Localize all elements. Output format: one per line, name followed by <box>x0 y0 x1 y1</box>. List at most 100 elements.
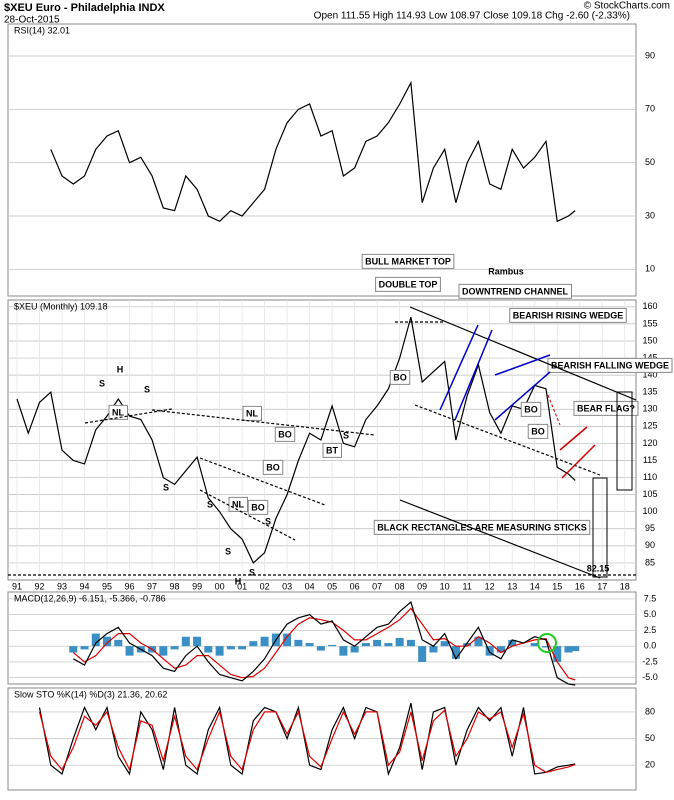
measuring-stick <box>616 391 633 491</box>
quote: Open 111.55 High 114.93 Low 108.97 Close… <box>314 11 630 22</box>
histogram-bar <box>294 639 303 647</box>
y-tick-label: 130 <box>642 404 657 414</box>
flag-line <box>561 444 596 479</box>
x-tick-label: 14 <box>530 581 540 591</box>
y-tick-label: 95 <box>645 523 655 533</box>
annotation-box <box>274 426 296 442</box>
annotation: BO <box>524 404 538 414</box>
histogram-bar <box>395 638 404 647</box>
channel-bottom <box>414 404 601 476</box>
annotation: BO <box>531 426 545 436</box>
y-tick-label: -2.5 <box>642 656 658 666</box>
annotation: H <box>235 576 242 586</box>
annotation: S <box>249 567 255 577</box>
annotation: Rambus <box>488 266 524 276</box>
y-tick-label: 50 <box>645 157 655 167</box>
annotation: DOWNTREND CHANNEL <box>462 286 568 296</box>
x-tick-label: 99 <box>192 581 202 591</box>
y-tick-label: 155 <box>642 318 657 328</box>
annotation: NL <box>112 407 124 417</box>
measuring-stick <box>592 477 608 578</box>
annotation: S <box>144 384 150 394</box>
histogram-bar <box>564 646 573 653</box>
annotation-box <box>361 253 455 269</box>
y-tick-label: 7.5 <box>644 593 657 603</box>
x-tick-label: 93 <box>57 581 67 591</box>
annotation-box <box>527 423 549 439</box>
histogram-bar <box>485 646 494 656</box>
histogram-bar <box>541 646 550 648</box>
annotation-box <box>389 369 411 385</box>
histogram-bar <box>553 646 562 662</box>
histogram-bar <box>238 646 247 650</box>
annotation: BLACK RECTANGLES ARE MEASURING STICKS <box>377 522 587 532</box>
histogram-bar <box>114 639 123 647</box>
x-tick-label: 05 <box>327 581 337 591</box>
y-tick-label: 80 <box>645 706 655 716</box>
annotation-box <box>247 499 269 515</box>
histogram-bar <box>429 646 438 653</box>
x-tick-label: 13 <box>507 581 517 591</box>
x-tick-label: 16 <box>575 581 585 591</box>
annotation: BEARISH RISING WEDGE <box>513 310 624 320</box>
y-tick-label: 145 <box>642 352 657 362</box>
plot-area <box>7 687 637 791</box>
panel-title: RSI(14) 32.01 <box>14 25 70 35</box>
y-tick-label: 20 <box>645 760 655 770</box>
y-tick-label: 70 <box>645 104 655 114</box>
neckline <box>151 409 376 436</box>
y-tick-label: 30 <box>645 210 655 220</box>
annotation: BEAR FLAG? <box>577 403 635 413</box>
wedge-line <box>439 324 479 411</box>
histogram-bar <box>496 646 505 653</box>
x-tick-label: 06 <box>350 581 360 591</box>
date: 28-Oct-2015 <box>4 15 60 26</box>
histogram-bar <box>215 646 224 656</box>
x-tick-label: 04 <box>305 581 315 591</box>
x-tick-label: 92 <box>35 581 45 591</box>
y-tick-label: 135 <box>642 387 657 397</box>
y-tick-label: -5.0 <box>642 672 658 682</box>
trendlines <box>8 306 637 653</box>
y-tick-label: 90 <box>645 540 655 550</box>
annotation: BO <box>266 462 280 472</box>
annotation: BEARISH FALLING WEDGE <box>551 360 669 370</box>
x-tick-label: 10 <box>440 581 450 591</box>
y-tick-label: 0.0 <box>644 641 657 651</box>
histogram-bar <box>418 646 427 662</box>
annotation: S <box>225 546 231 556</box>
series-line <box>50 80 576 223</box>
annotation: S <box>265 516 271 526</box>
y-tick-label: 5.0 <box>644 609 657 619</box>
histogram-bar <box>193 636 202 647</box>
series-line <box>73 601 576 686</box>
histogram-bar <box>361 643 370 647</box>
annotation-box <box>108 404 128 420</box>
x-tick-label: 01 <box>237 581 247 591</box>
x-tick-label: 02 <box>260 581 270 591</box>
annotation-box <box>547 357 673 373</box>
annotation-box <box>242 405 262 421</box>
histogram-bar <box>159 646 168 656</box>
histogram-bar <box>260 636 269 647</box>
annotation: NL <box>232 499 244 509</box>
histogram-bar <box>440 641 449 647</box>
y-tick-label: 50 <box>645 733 655 743</box>
x-tick-label: 18 <box>620 581 630 591</box>
wedge-line <box>494 371 551 421</box>
histogram-bar <box>373 639 382 647</box>
annotation-box <box>375 276 441 292</box>
x-tick-label: 09 <box>417 581 427 591</box>
annotation: NL <box>246 408 258 418</box>
histogram-bar <box>249 641 258 647</box>
histogram-bar <box>181 636 190 647</box>
y-tick-label: 2.5 <box>644 625 657 635</box>
wedge-line <box>494 354 551 376</box>
falling-wedge-line <box>547 394 561 426</box>
channel-lower <box>399 499 601 579</box>
y-tick-label: 100 <box>642 506 657 516</box>
y-tick-label: 150 <box>642 335 657 345</box>
y-tick-label: 125 <box>642 421 657 431</box>
annotation-box <box>228 496 248 512</box>
